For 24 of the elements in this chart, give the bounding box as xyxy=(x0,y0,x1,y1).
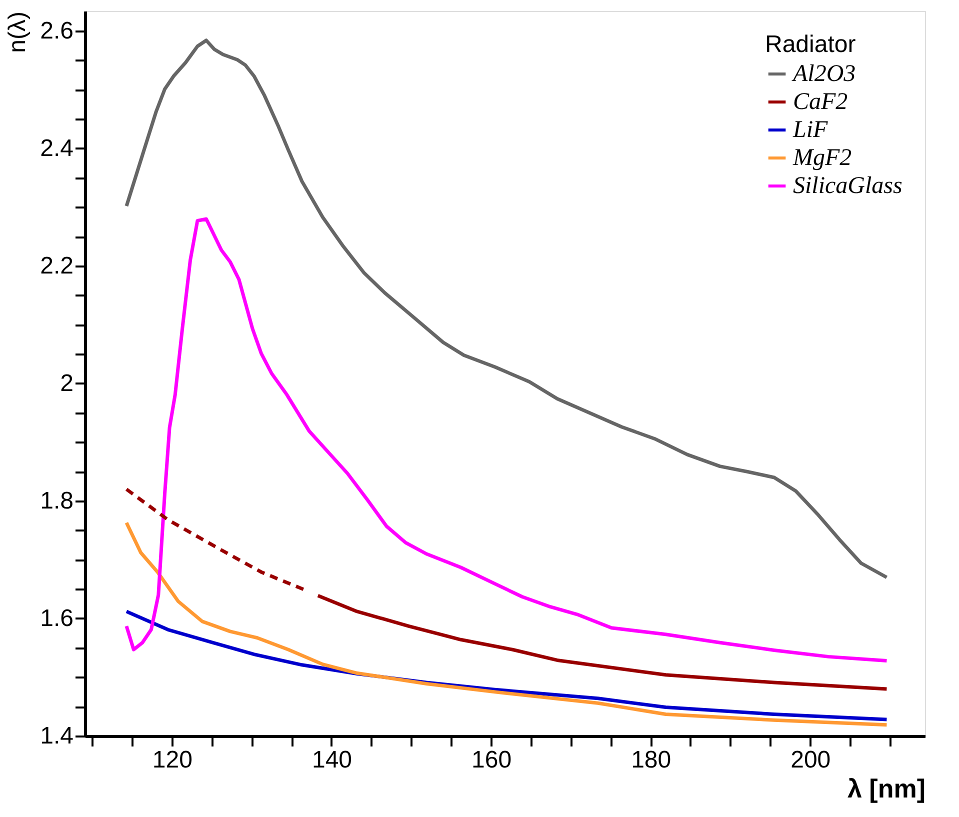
x-axis-title: λ [nm] xyxy=(848,774,926,804)
y-tick-label: 1.4 xyxy=(40,722,74,750)
y-tick-label: 2.4 xyxy=(40,134,74,162)
line-series xyxy=(124,217,888,663)
y-tick-label: 1.8 xyxy=(40,487,74,514)
legend-label: LiF xyxy=(792,117,828,143)
y-tick-label: 1.6 xyxy=(40,604,74,632)
y-axis-title: n(λ) xyxy=(4,12,32,53)
line-series xyxy=(124,487,306,592)
legend-label: Al2O3 xyxy=(791,61,856,87)
x-tick-label: 180 xyxy=(631,746,672,774)
x-tick-label: 140 xyxy=(312,746,352,774)
y-tick-label: 2.2 xyxy=(40,252,74,280)
x-tick-label: 200 xyxy=(790,746,831,774)
y-tick-label: 2 xyxy=(60,370,74,397)
line-series xyxy=(124,520,888,727)
line-series xyxy=(316,594,888,691)
legend-label: CaF2 xyxy=(793,89,848,115)
x-tick-label: 120 xyxy=(152,746,192,774)
legend-label: SilicaGlass xyxy=(793,173,902,199)
y-tick-label: 2.6 xyxy=(40,17,74,44)
legend-label: MgF2 xyxy=(792,145,852,171)
legend-title: Radiator xyxy=(765,31,856,58)
x-tick-label: 160 xyxy=(472,746,512,774)
